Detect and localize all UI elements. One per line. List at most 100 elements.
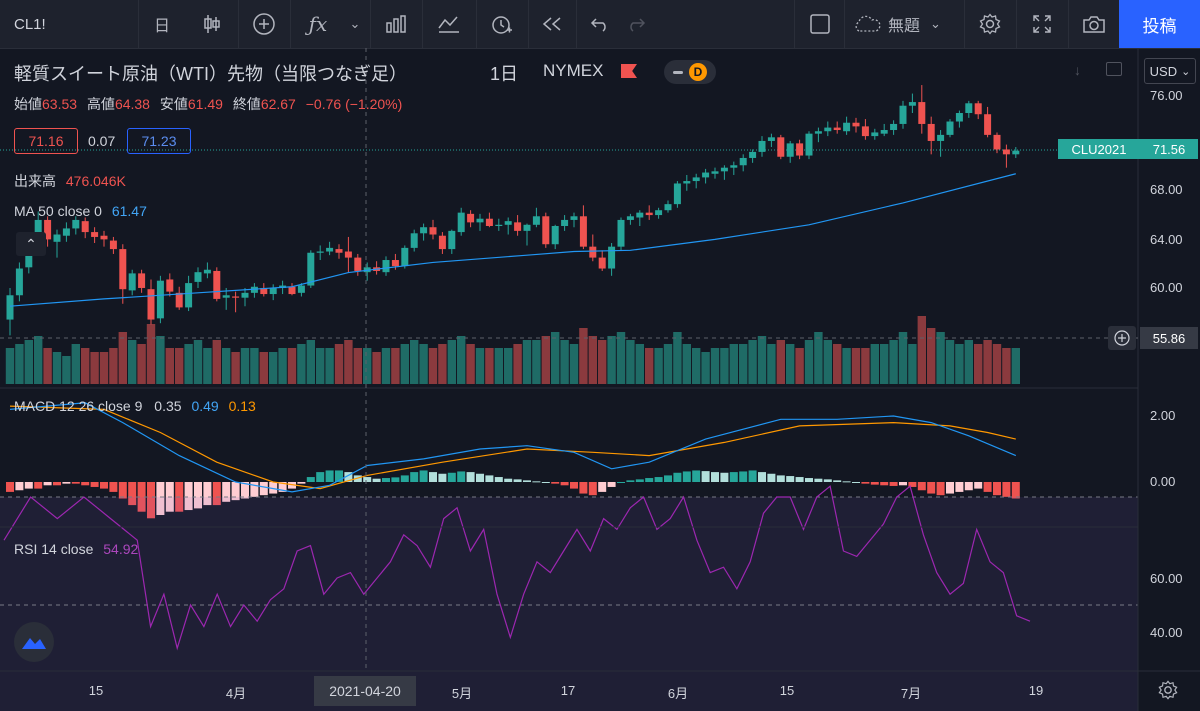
macd-hist-bar (946, 482, 954, 494)
strategy-chart-icon[interactable] (424, 0, 474, 48)
redo-icon[interactable] (618, 0, 654, 48)
candle-body (767, 137, 775, 141)
interval-button[interactable]: 日 (153, 18, 170, 35)
camera-icon[interactable] (1072, 0, 1116, 48)
publish-button[interactable]: 投稿 (1119, 0, 1200, 48)
volume-bar (607, 336, 616, 384)
d-badge: D (689, 63, 707, 81)
macd-hist-bar (701, 471, 710, 482)
flag-icon[interactable] (621, 64, 637, 78)
symbol-price-tag[interactable]: CLU2021 (1058, 139, 1140, 159)
templates-bars-icon[interactable] (372, 0, 420, 48)
macd-hist-bar (654, 477, 663, 482)
candle-body (194, 272, 202, 282)
time-axis-settings-icon[interactable] (1158, 680, 1178, 705)
volume-bar (447, 340, 456, 384)
volume-bar (880, 344, 889, 384)
indicators-fx-icon[interactable]: ƒx (308, 12, 328, 36)
macd-hist-bar (532, 481, 541, 483)
candle-body (532, 216, 540, 225)
add-alert-plus-icon[interactable] (1108, 326, 1136, 350)
candle-body (467, 213, 475, 223)
alert-clock-icon[interactable] (478, 0, 526, 48)
close-label: 終値 (232, 96, 261, 112)
volume-legend[interactable]: 出来高 476.046K (14, 171, 126, 191)
save-layout-button[interactable]: 無題 ⌄ (852, 0, 962, 48)
symbol-search-button[interactable]: CL1! (14, 15, 46, 33)
macd-hist-bar (62, 482, 71, 484)
candles-icon[interactable] (190, 0, 234, 48)
candle-body (316, 251, 324, 253)
time-tick: 15 (779, 683, 795, 698)
candle-body (213, 270, 221, 299)
macd-hist-bar (81, 482, 90, 486)
candle-body (833, 127, 841, 131)
volume-bar (955, 344, 964, 384)
macd-tick: 2.00 (1150, 408, 1176, 423)
fullscreen-icon[interactable] (1020, 0, 1064, 48)
toolbar-divider (1016, 0, 1017, 48)
market-status-badge[interactable]: D (664, 60, 716, 84)
candle-body (551, 226, 559, 245)
time-tick: 6月 (667, 686, 689, 701)
time-tick: 17 (560, 683, 576, 698)
macd-hist-bar (682, 471, 691, 482)
macd-hist-bar (231, 482, 240, 501)
settings-gear-icon[interactable] (968, 0, 1012, 48)
candle-body (570, 216, 578, 220)
macd-hist-bar (24, 482, 33, 489)
ma-label: MA 50 close 0 (14, 203, 102, 219)
volume-bar (428, 348, 438, 384)
macd-hist-bar (626, 480, 635, 482)
layout-square-icon[interactable] (800, 0, 840, 48)
tradingview-logo-icon[interactable] (14, 622, 54, 662)
volume-bar (804, 340, 814, 384)
high-value: 64.38 (114, 96, 150, 112)
time-tick: 15 (88, 683, 104, 698)
candle-body (890, 123, 898, 131)
macd-hist-bar (908, 482, 917, 487)
rsi-legend[interactable]: RSI 14 close 54.92 (14, 541, 138, 557)
timeframe-label: 1日 (490, 64, 519, 84)
candle-body (918, 102, 926, 124)
candle-body (730, 165, 738, 168)
macd-tick: 0.00 (1150, 474, 1176, 489)
sell-price-button[interactable]: 71.16 (14, 128, 78, 154)
crosshair-date-tag: 2021-04-20 (314, 676, 416, 706)
candle-body (260, 287, 268, 295)
macd-hist-bar (335, 470, 343, 482)
macd-legend[interactable]: MACD 12 26 close 9 0.35 0.49 0.13 (14, 398, 256, 414)
volume-bar (156, 336, 165, 384)
buy-price-button[interactable]: 71.23 (127, 128, 191, 154)
undo-icon[interactable] (580, 0, 620, 48)
replay-rewind-icon[interactable] (532, 0, 572, 48)
maximize-pane-icon[interactable] (1106, 62, 1122, 76)
macd-hist-bar (588, 482, 597, 496)
macd-hist-bar (870, 482, 879, 485)
candle-body (326, 247, 334, 252)
volume-bar (692, 348, 701, 384)
macd-hist-bar (551, 482, 560, 484)
candle-body (147, 289, 155, 320)
ohlc-values: 始値63.53 高値64.38 安値61.49 終値62.67 −0.76 (−… (14, 94, 408, 114)
macd-signal-line (9, 405, 1016, 490)
currency-select[interactable]: USD ⌄ (1144, 58, 1196, 84)
candle-body (109, 240, 117, 250)
collapse-legend-button[interactable]: ⌃ (16, 232, 46, 256)
macd-hist-bar (927, 482, 936, 494)
ma-legend[interactable]: MA 50 close 0 61.47 (14, 203, 147, 219)
macd-hist-bar (711, 472, 719, 482)
macd-hist-bar (288, 482, 296, 489)
close-value: 62.67 (260, 96, 296, 112)
candle-body (297, 285, 305, 293)
candle-body (382, 260, 390, 273)
chevron-down-icon[interactable]: ⌄ (349, 16, 361, 31)
macd-hist-bar (109, 482, 118, 492)
download-arrow-icon[interactable]: ↓ (1074, 62, 1081, 78)
toolbar-divider (794, 0, 795, 48)
macd-hist-bar (673, 472, 682, 482)
macd-hist-bar (438, 473, 447, 482)
toolbar-divider (476, 0, 477, 48)
compare-add-icon[interactable] (242, 0, 286, 48)
